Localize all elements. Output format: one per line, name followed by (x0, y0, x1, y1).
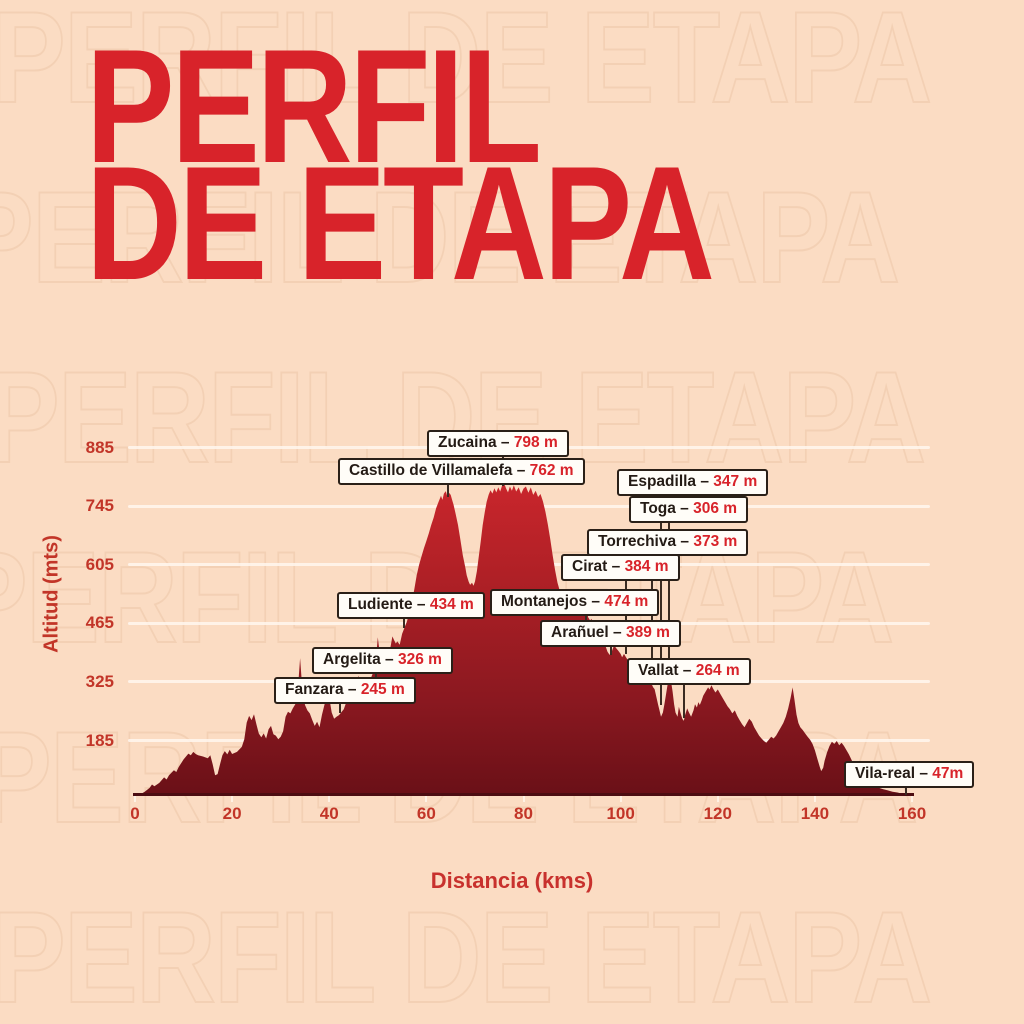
x-axis-tick-mark (328, 796, 331, 802)
x-axis-tick-mark (134, 796, 136, 802)
y-axis-tick-label: 465 (85, 613, 114, 633)
page-title-line1: PERFIL (86, 16, 542, 197)
y-axis-title: Altitud (mts) (40, 535, 63, 653)
landmark-name: Espadilla – (628, 473, 714, 490)
landmark-altitude: 347 m (713, 473, 758, 490)
x-axis-tick-mark (813, 796, 816, 802)
landmark-label: Torrechiva – 373 m (587, 529, 749, 556)
landmark-altitude: 384 m (624, 558, 669, 575)
callout-leader-line (660, 521, 662, 705)
x-axis-title: Distancia (kms) (430, 868, 594, 893)
y-axis-tick-label: 605 (85, 554, 114, 574)
landmark-altitude: 373 m (693, 533, 738, 550)
x-axis-tick-label: 80 (514, 804, 533, 823)
page-title: PERFIL DE ETAPA (86, 16, 715, 314)
landmark-name: Montanejos – (501, 593, 605, 610)
landmark-label: Castillo de Villamalefa – 762 m (338, 458, 585, 485)
landmark-altitude: 389 m (625, 624, 670, 641)
landmark-altitude: 798 m (513, 434, 558, 451)
landmark-name: Torrechiva – (598, 533, 694, 550)
landmark-name: Ludiente – (348, 596, 430, 613)
y-axis-tick-label: 885 (85, 437, 114, 457)
x-axis-tick-label: 0 (130, 804, 140, 823)
callout-leader-line (339, 701, 341, 713)
callout-leader-line (683, 682, 685, 718)
callout-leader-line (651, 554, 653, 680)
y-axis-tick-label: 745 (85, 496, 114, 516)
landmark-name: Castillo de Villamalefa – (349, 462, 530, 479)
landmark-label: Cirat – 384 m (561, 554, 680, 581)
x-axis-tick-label: 20 (222, 804, 242, 823)
x-axis-tick-label: 60 (416, 804, 436, 823)
landmark-name: Zucaina – (438, 434, 514, 451)
landmark-name: Cirat – (572, 558, 625, 575)
callout-leader-line (668, 494, 670, 670)
landmark-label: Espadilla – 347 m (617, 469, 769, 496)
x-axis-tick-label: 160 (897, 804, 927, 823)
x-axis-tick-label: 100 (606, 804, 635, 823)
callout-leader-line (403, 616, 405, 628)
landmark-name: Arañuel – (551, 624, 626, 641)
x-axis-tick-mark (911, 796, 914, 802)
landmark-name: Toga – (640, 500, 694, 517)
x-axis-tick-mark (231, 796, 234, 802)
callout-leader-line (625, 579, 627, 654)
landmark-label: Argelita – 326 m (312, 647, 453, 674)
callout-leader-line (447, 483, 449, 497)
callout-leader-line (905, 785, 907, 795)
landmark-label: Zucaina – 798 m (427, 430, 569, 457)
callout-leader-line (375, 671, 377, 680)
x-axis-tick-mark (425, 796, 428, 802)
x-axis-tick-mark (619, 796, 622, 802)
landmark-name: Vallat – (638, 662, 696, 679)
landmark-altitude: 306 m (693, 500, 738, 517)
landmark-label: Fanzara – 245 m (274, 677, 416, 704)
landmark-label: Arañuel – 389 m (540, 620, 681, 647)
landmark-name: Vila-real – (855, 765, 933, 782)
x-axis-tick-label: 140 (800, 804, 830, 823)
landmark-altitude: 762 m (529, 462, 574, 479)
landmark-label: Vila-real – 47m (844, 761, 975, 788)
landmark-label: Toga – 306 m (629, 496, 749, 523)
y-axis-tick-label: 325 (85, 671, 114, 691)
landmark-altitude: 474 m (604, 593, 649, 610)
x-axis-tick-label: 120 (703, 804, 732, 823)
landmark-altitude: 47m (932, 765, 964, 782)
x-axis-tick-mark (716, 796, 719, 802)
callout-leader-line (610, 644, 612, 655)
landmark-altitude: 326 m (397, 651, 442, 668)
callout-leader-line (585, 613, 587, 625)
landmark-altitude: 245 m (360, 681, 405, 698)
landmark-name: Fanzara – (285, 681, 361, 698)
x-axis-tick-mark (522, 796, 525, 802)
landmark-label: Montanejos – 474 m (490, 589, 660, 616)
landmark-label: Ludiente – 434 m (337, 592, 485, 619)
y-axis-tick-label: 185 (85, 730, 114, 750)
landmark-label: Vallat – 264 m (627, 658, 751, 685)
x-axis-tick-label: 40 (319, 804, 339, 823)
page-title-line2: DE ETAPA (86, 133, 715, 314)
landmark-altitude: 264 m (695, 662, 740, 679)
elevation-area (135, 483, 912, 795)
x-axis-line (133, 793, 914, 796)
landmark-name: Argelita – (323, 651, 398, 668)
landmark-altitude: 434 m (429, 596, 474, 613)
